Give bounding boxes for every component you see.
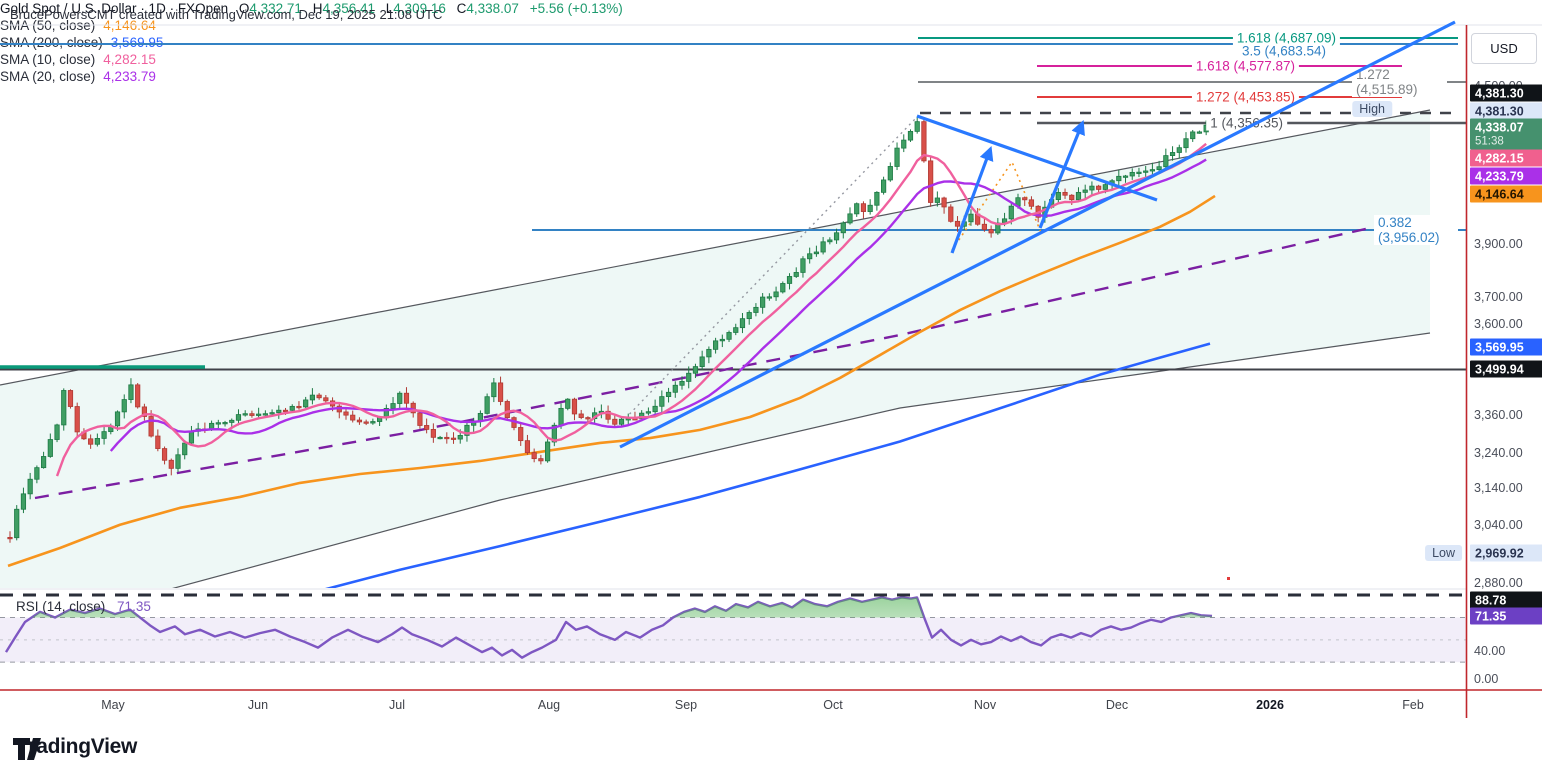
fib-level-label: 0.382 (3,956.02) (1374, 215, 1458, 245)
price-axis-badge: 2,969.92 (1470, 544, 1542, 562)
fib-level-label: 1 (4,356.35) (1206, 115, 1287, 131)
symbol-meta: · 1D · FXOpen (136, 1, 229, 16)
rsi-legend-row[interactable]: RSI (14, close) 71.35 (16, 599, 151, 614)
indicator-row[interactable]: SMA (20, close) 4,233.79 (0, 68, 1542, 85)
watermark-attribution: BrucePowersCMT created with TradingView.… (10, 7, 443, 22)
tradingview-logo[interactable]: TradingView (12, 735, 138, 760)
price-axis-badge: 3,569.95 (1470, 338, 1542, 356)
high-letter: H (312, 1, 323, 16)
price-axis-tick[interactable]: 0.00 (1474, 672, 1499, 686)
price-axis-tick[interactable]: 3,700.00 (1474, 290, 1523, 304)
time-axis-tick[interactable]: May (101, 698, 125, 712)
low-value: 4,309.16 (393, 1, 446, 16)
indicator-label[interactable]: SMA (20, close) (0, 69, 96, 84)
price-axis-tick[interactable]: 3,360.00 (1474, 408, 1523, 422)
time-axis-tick[interactable]: Jul (389, 698, 405, 712)
level-name-chip: High (1352, 101, 1392, 117)
time-axis-tick[interactable]: Nov (973, 698, 997, 712)
level-name-chip: Low (1425, 545, 1462, 561)
price-axis-tick[interactable]: 3,140.00 (1474, 481, 1523, 495)
tradingview-logo-icon (13, 738, 41, 760)
indicator-row[interactable]: SMA (200, close) 3,569.95 (0, 34, 1542, 51)
close-value: 4,338.07 (466, 1, 519, 16)
price-axis-badge: 71.35 (1470, 607, 1542, 625)
time-axis-tick[interactable]: Jun (247, 698, 269, 712)
price-axis-badge: 4,381.30 (1470, 84, 1542, 102)
price-axis-badge: 3,499.94 (1470, 360, 1542, 378)
low-letter: L (385, 1, 394, 16)
rsi-value: 71.35 (117, 599, 151, 614)
price-axis-badge: 4,282.15 (1470, 149, 1542, 167)
price-axis-badge: 4,381.30 (1470, 102, 1542, 120)
time-axis-tick[interactable]: Aug (537, 698, 561, 712)
time-axis-tick[interactable]: Oct (823, 698, 843, 712)
open-letter: O (238, 1, 250, 16)
price-axis-tick[interactable]: 3,600.00 (1474, 317, 1523, 331)
symbol-row[interactable]: Gold Spot / U.S. Dollar · 1D · FXOpen O4… (0, 0, 1542, 17)
indicator-label[interactable]: SMA (10, close) (0, 52, 96, 67)
price-axis-badge: 4,146.64 (1470, 185, 1542, 203)
chart-legend: Gold Spot / U.S. Dollar · 1D · FXOpen O4… (0, 0, 1542, 85)
price-axis-badge: 4,338.07 51:38 (1470, 118, 1542, 150)
fib-level-label: 1.618 (4,577.87) (1191, 58, 1299, 74)
time-axis-tick[interactable]: Sep (674, 698, 698, 712)
fib-level-label: 1.272 (4,515.89) (1352, 67, 1447, 97)
price-axis-badge: 88.78 (1470, 591, 1542, 609)
indicator-value: 4,282.15 (103, 52, 156, 67)
indicator-value: 3,569.95 (110, 35, 164, 50)
time-axis-tick[interactable]: 2026 (1256, 698, 1284, 712)
rsi-label[interactable]: RSI (14, close) (16, 599, 106, 614)
fib-level-label: 3.5 (4,683.54) (1237, 43, 1330, 59)
time-axis-tick[interactable]: Feb (1402, 698, 1424, 712)
indicator-label[interactable]: SMA (200, close) (0, 35, 103, 50)
price-axis-tick[interactable]: 3,040.00 (1474, 518, 1523, 532)
indicator-row[interactable]: SMA (10, close) 4,282.15 (0, 51, 1542, 68)
fib-level-label: 1.272 (4,453.85) (1191, 89, 1299, 105)
currency-toggle-button[interactable]: USD (1471, 33, 1537, 64)
price-axis-tick[interactable]: 3,900.00 (1474, 237, 1523, 251)
change-value: +5.56 (+0.13%) (529, 1, 623, 16)
indicator-value: 4,233.79 (103, 69, 156, 84)
close-letter: C (456, 1, 467, 16)
time-axis-tick[interactable]: Dec (1105, 698, 1129, 712)
price-axis-tick[interactable]: 2,880.00 (1474, 576, 1523, 590)
open-value: 4,332.71 (249, 1, 302, 16)
price-axis-badge: 4,233.79 (1470, 167, 1542, 185)
tradingview-logo-text: TradingView (17, 735, 138, 758)
symbol-title[interactable]: Gold Spot / U.S. Dollar (0, 1, 137, 16)
high-value: 4,356.41 (322, 1, 376, 16)
price-axis-tick[interactable]: 40.00 (1474, 644, 1506, 658)
price-axis-tick[interactable]: 3,240.00 (1474, 446, 1523, 460)
